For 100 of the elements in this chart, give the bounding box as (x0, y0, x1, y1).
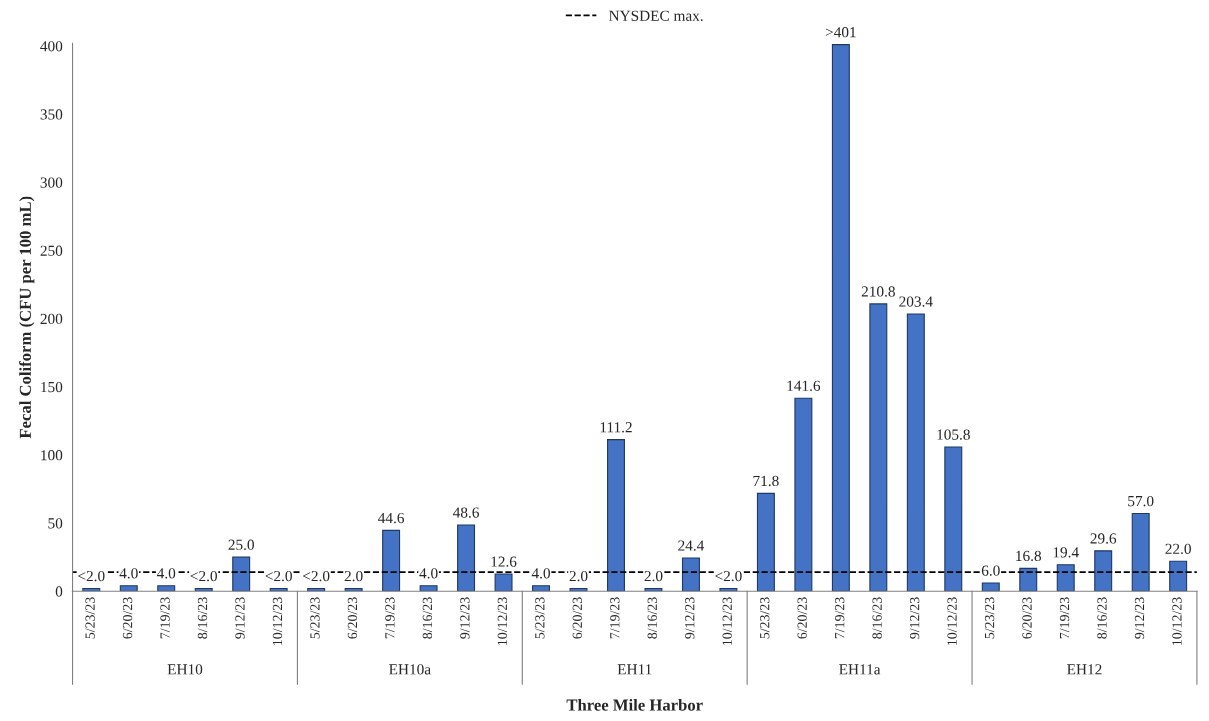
text: EH11 (617, 664, 652, 675)
data-label: 71.8 (753, 475, 779, 487)
x-tick-label: 10/12/23 (272, 597, 283, 645)
bar (681, 557, 700, 592)
data-label: 44.6 (378, 512, 405, 524)
x-tick-label: 9/12/23 (685, 597, 695, 639)
text: EH12 (1067, 664, 1102, 675)
x-tick-label: 5/23/23 (984, 597, 995, 639)
x-tick-label: 10/12/23 (497, 597, 508, 645)
x-tick-label: 7/19/23 (610, 597, 620, 639)
y-tick-label: 100 (41, 450, 63, 461)
x-tick-label: 8/16/23 (197, 597, 208, 639)
text: EH11a (839, 664, 881, 675)
bar (756, 492, 775, 592)
x-tick-label: 9/12/23 (235, 597, 245, 639)
data-label: 25.0 (228, 539, 254, 550)
bar (719, 587, 738, 592)
data-label: 4.0 (531, 568, 550, 579)
data-label: 2.0 (569, 570, 588, 582)
x-tick-label: 8/16/23 (422, 597, 433, 639)
bar (194, 587, 213, 592)
bar (944, 446, 963, 592)
y-tick-label: 400 (40, 41, 63, 52)
data-label: 29.6 (1090, 533, 1117, 544)
y-tick-label: 150 (41, 381, 63, 393)
y-axis-title: Fecal Coliform (CFU per 100 mL) (19, 196, 35, 439)
bar (1169, 560, 1188, 592)
data-label: 12.6 (491, 556, 517, 567)
x-tick-label: 9/12/23 (909, 597, 920, 639)
y-tick-label: 300 (40, 177, 63, 188)
data-label: 48.6 (453, 507, 479, 518)
data-label: <2.0 (715, 570, 742, 582)
bar (419, 585, 438, 592)
x-tick-label: 5/23/23 (310, 597, 320, 639)
x-tick-label: 7/19/23 (1059, 597, 1070, 639)
bar (307, 587, 326, 592)
y-tick-label: 250 (40, 245, 63, 256)
y-tick-label: 0 (55, 586, 63, 597)
bar (831, 44, 850, 592)
data-label: 24.4 (678, 540, 705, 551)
data-label: 2.0 (344, 570, 363, 582)
bar (569, 587, 588, 592)
bar (82, 587, 101, 592)
x-tick-label: 8/16/23 (647, 597, 657, 639)
bar (344, 587, 363, 592)
data-label: 4.0 (119, 568, 138, 579)
x-tick-label: 5/23/23 (85, 597, 95, 639)
x-axis-title: Three Mile Harbor (566, 698, 703, 711)
text: EH10a (389, 664, 431, 675)
x-tick-label: 6/20/23 (347, 597, 358, 639)
x-tick-label: 8/16/23 (1097, 597, 1107, 639)
x-tick-label: 9/12/23 (460, 597, 470, 639)
x-tick-label: 7/19/23 (385, 597, 395, 639)
data-label: 203.4 (899, 296, 933, 307)
x-tick-label: 5/23/23 (535, 597, 545, 639)
bar (269, 587, 288, 592)
bar (119, 585, 138, 592)
bar (457, 524, 476, 592)
x-tick-label: 10/12/23 (1172, 597, 1182, 645)
data-label: 111.2 (600, 422, 632, 433)
bar (869, 303, 888, 592)
bar (1094, 550, 1113, 592)
bar (494, 573, 513, 592)
bar (157, 585, 176, 592)
x-tick-label: 9/12/23 (1134, 597, 1145, 639)
data-label: 22.0 (1165, 543, 1191, 555)
data-label: 2.0 (644, 570, 663, 582)
bar (794, 397, 813, 592)
bar (532, 585, 551, 592)
bar (1056, 564, 1075, 592)
data-label: 16.8 (1016, 550, 1042, 562)
x-tick-label: 5/23/23 (760, 597, 770, 639)
bar (981, 582, 1000, 592)
x-tick-label: 6/20/23 (1022, 597, 1032, 639)
data-label: 19.4 (1053, 547, 1079, 558)
y-tick-label: 350 (40, 109, 63, 120)
y-tick-label: 200 (40, 313, 63, 325)
legend-label: NYSDEC max. (609, 10, 703, 21)
data-label: <2.0 (265, 570, 292, 582)
x-tick-label: 6/20/23 (122, 597, 133, 639)
x-tick-label: 10/12/23 (947, 597, 957, 645)
x-tick-label: 7/19/23 (160, 597, 170, 639)
bar (232, 556, 251, 592)
data-label: <2.0 (303, 570, 330, 582)
x-tick-label: 6/20/23 (797, 597, 807, 639)
data-label: <2.0 (78, 570, 105, 582)
y-tick-label: 50 (48, 518, 63, 529)
x-tick-label: 10/12/23 (722, 597, 732, 645)
text: EH10 (167, 664, 203, 675)
bar (644, 587, 663, 592)
data-label: 105.8 (937, 429, 970, 440)
bar (606, 439, 625, 592)
data-label: 4.0 (156, 568, 176, 579)
x-tick-label: 6/20/23 (572, 597, 582, 639)
data-label: 4.0 (419, 568, 438, 579)
data-label: 210.8 (861, 286, 895, 297)
bar (906, 313, 925, 592)
x-tick-label: 7/19/23 (835, 597, 845, 639)
data-label: 6.0 (981, 565, 1000, 576)
bar (1019, 567, 1038, 592)
